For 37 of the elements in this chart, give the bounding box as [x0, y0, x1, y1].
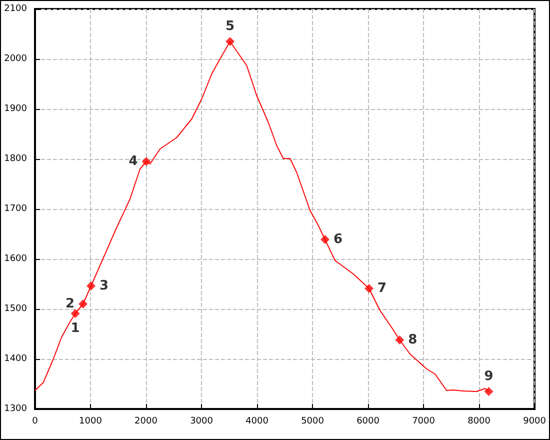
- x-tick-label: 0: [32, 416, 38, 426]
- x-tick-label: 1000: [79, 416, 102, 426]
- y-tick-label: 1700: [4, 204, 28, 214]
- x-tick-label: 2000: [134, 416, 158, 426]
- x-tick-label: 8000: [468, 416, 491, 426]
- point: [226, 37, 235, 46]
- y-tick-label: 1400: [4, 354, 28, 364]
- x-tick-label: 6000: [356, 416, 380, 426]
- annotation: 3: [100, 278, 109, 294]
- x-tick-label: 5000: [301, 416, 324, 426]
- x-tick-label: 4000: [246, 416, 269, 426]
- point: [395, 336, 404, 344]
- y-tick-label: 1300: [4, 404, 28, 414]
- x-tick-label: 7000: [412, 416, 436, 426]
- point: [484, 387, 494, 396]
- annotation: 1: [70, 321, 80, 336]
- point: [142, 157, 151, 166]
- x-tick-label: 3000: [190, 416, 214, 426]
- x-tick-label: 9000: [523, 416, 546, 426]
- y-tick-label: 1500: [4, 304, 28, 314]
- y-tick-label: 1800: [4, 154, 28, 164]
- annotation: 9: [484, 369, 494, 384]
- annotation: 5: [226, 19, 235, 34]
- point: [78, 300, 88, 308]
- point: [320, 235, 330, 244]
- annotation: 6: [334, 232, 343, 247]
- y-tick-label: 1600: [4, 254, 28, 264]
- point: [86, 282, 96, 290]
- annotation: 4: [128, 154, 138, 169]
- point: [70, 309, 80, 318]
- annotation: 7: [378, 281, 387, 296]
- annotation: 2: [65, 296, 75, 312]
- y-tick-label: 1900: [4, 104, 28, 114]
- point: [364, 284, 374, 293]
- y-tick-label: 2100: [4, 4, 28, 14]
- y-tick-label: 2000: [4, 54, 28, 64]
- annotation: 8: [408, 332, 418, 348]
